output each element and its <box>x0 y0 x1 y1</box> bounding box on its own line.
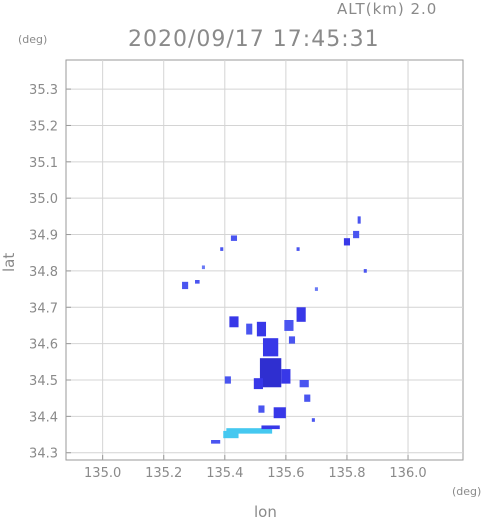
echo-cell <box>261 425 280 430</box>
y-tick-label: 35.3 <box>29 83 58 98</box>
y-tick-label: 35.2 <box>29 119 58 134</box>
grid-lines <box>66 60 463 460</box>
y-tick-label: 34.8 <box>29 265 58 280</box>
echo-cell <box>314 287 318 291</box>
y-tick-label: 34.6 <box>29 338 58 353</box>
x-unit-label: (deg) <box>452 485 482 498</box>
echo-cell <box>357 216 361 224</box>
echo-cell <box>220 247 224 251</box>
echo-cell <box>195 280 200 284</box>
echo-cell <box>311 418 315 422</box>
axis-ticks: 135.0 135.2 135.4 135.6 135.8 136.0 34.3 34.4 34… <box>29 83 427 481</box>
y-tick-label: 35.0 <box>29 192 58 207</box>
echo-cell <box>226 428 273 434</box>
x-tick-label: 135.0 <box>84 466 121 481</box>
echo-cell <box>230 235 238 241</box>
echo-cell <box>363 269 367 273</box>
x-tick-label: 136.0 <box>389 466 426 481</box>
echo-cell <box>229 316 239 328</box>
echo-cell <box>281 369 291 384</box>
altitude-label: ALT(km) 2.0 <box>337 0 438 18</box>
x-tick-label: 135.8 <box>328 466 365 481</box>
datetime-title: 2020/09/17 17:45:31 <box>128 27 380 52</box>
x-tick-label: 135.6 <box>267 466 304 481</box>
echo-cell <box>224 376 231 384</box>
plot-frame <box>65 59 464 461</box>
echo-cell <box>182 281 189 290</box>
echo-cell <box>273 407 286 419</box>
echo-cell <box>299 380 309 388</box>
echo-cell <box>304 394 311 402</box>
echo-cell <box>253 378 263 390</box>
echo-cell <box>246 323 253 335</box>
echo-cell <box>201 265 205 270</box>
echo-layer <box>182 216 367 444</box>
x-axis-label: lon <box>254 503 277 521</box>
y-tick-label: 34.5 <box>29 374 58 389</box>
y-tick-label: 34.3 <box>29 447 58 462</box>
echo-cell <box>256 321 267 337</box>
x-tick-label: 135.2 <box>145 466 182 481</box>
echo-cell <box>296 307 306 322</box>
echo-cell <box>353 230 360 239</box>
y-tick-label: 34.7 <box>29 301 58 316</box>
y-unit-label: (deg) <box>18 33 48 46</box>
y-tick-label: 34.9 <box>29 229 58 244</box>
y-tick-label: 34.4 <box>29 410 58 425</box>
y-tick-label: 35.1 <box>29 156 58 171</box>
echo-cell <box>288 336 296 344</box>
x-tick-label: 135.4 <box>206 466 243 481</box>
echo-cell <box>258 405 265 413</box>
echo-cell <box>262 338 279 357</box>
echo-cell <box>259 358 282 388</box>
echo-cell <box>223 430 239 439</box>
echo-cell <box>284 320 294 331</box>
echo-cell <box>343 238 351 246</box>
echo-cell <box>211 440 221 444</box>
echo-cell <box>296 247 300 251</box>
